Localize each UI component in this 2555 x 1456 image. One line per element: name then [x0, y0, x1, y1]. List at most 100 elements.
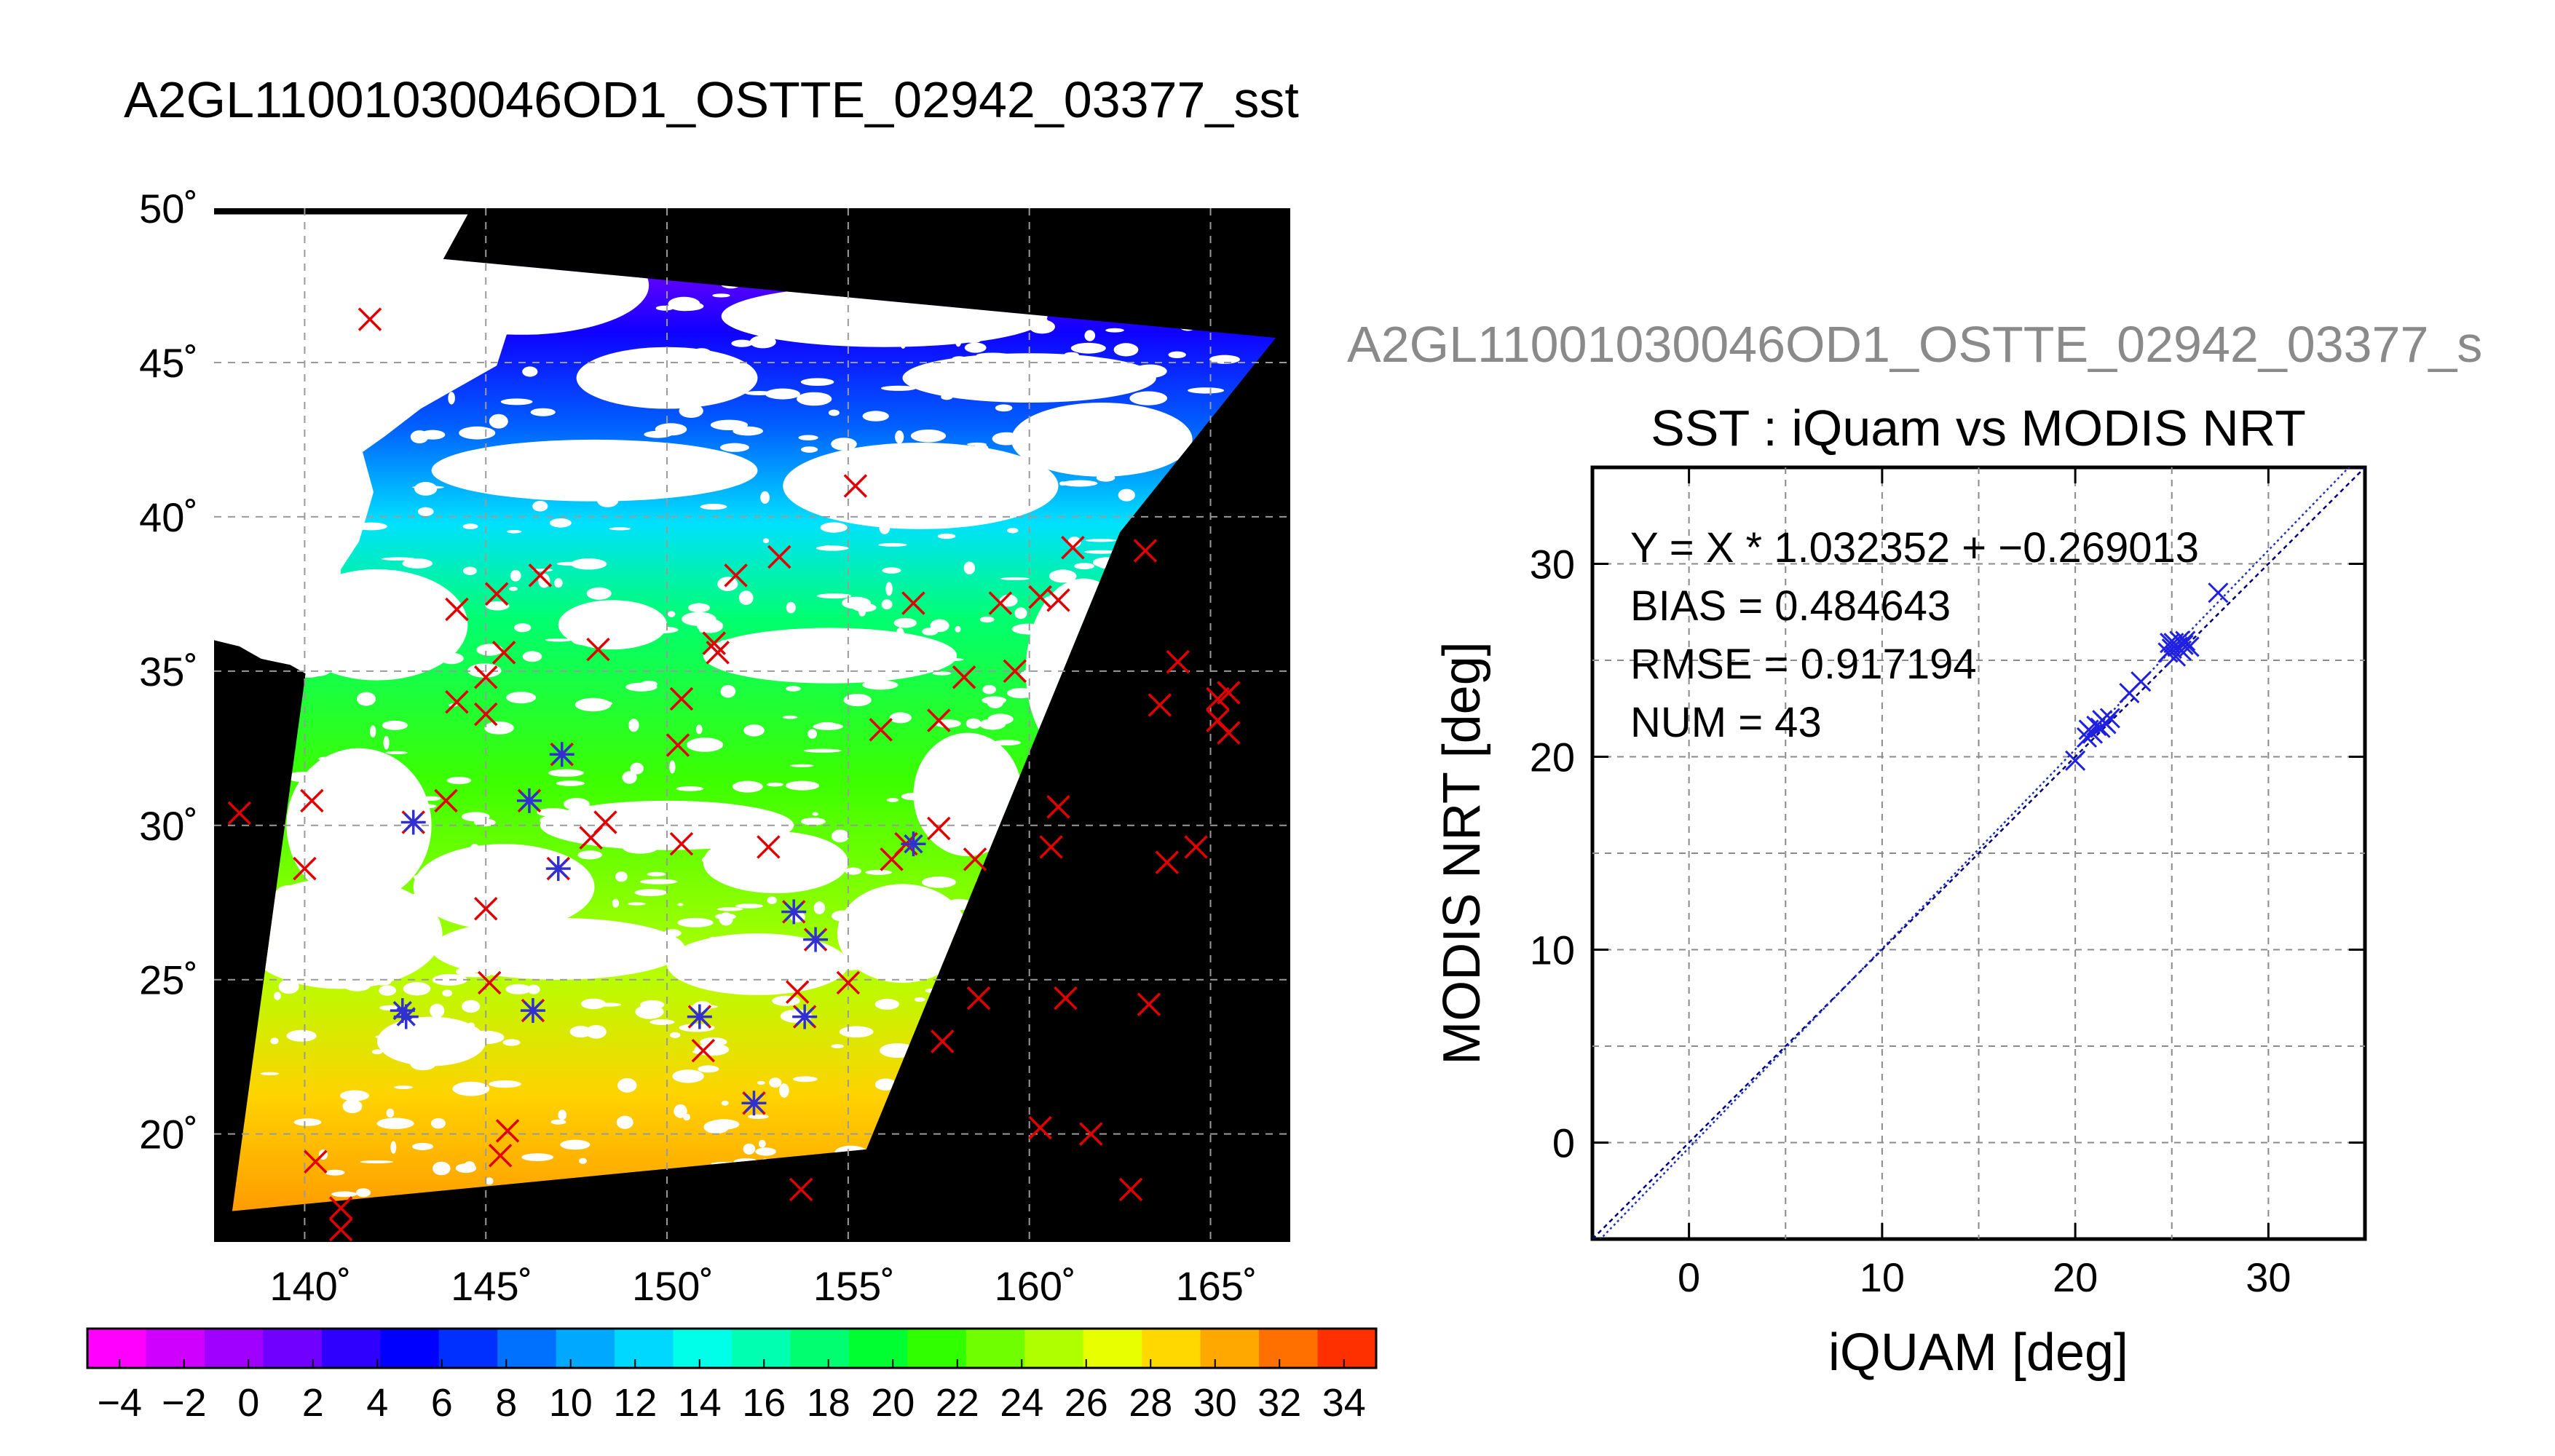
map-y-tick-label: 45˚	[139, 340, 198, 386]
cloud-speck	[467, 1030, 505, 1045]
cloud-region	[376, 1016, 486, 1067]
cloud-speck	[550, 518, 572, 528]
cloud-speck	[976, 352, 1010, 358]
colorbar-tick-label: −4	[97, 1381, 142, 1425]
cloud-speck	[374, 978, 392, 986]
cloud-speck	[509, 586, 518, 591]
red-cross-marker	[1166, 649, 1190, 674]
cloud-speck	[455, 968, 476, 976]
cloud-speck	[583, 620, 612, 625]
colorbar-tick-label: 12	[613, 1381, 657, 1425]
red-cross-marker	[491, 641, 516, 665]
cloud-speck	[955, 625, 961, 633]
colorbar-swatch	[1317, 1329, 1377, 1368]
colorbar-tick-label: 30	[1193, 1381, 1237, 1425]
cloud-speck	[270, 1037, 279, 1045]
colorbar-tick-label: 32	[1257, 1381, 1301, 1425]
cloud-speck	[930, 794, 959, 806]
scatter-x-label: iQUAM [deg]	[1828, 1324, 2128, 1382]
red-cross-marker	[358, 307, 382, 331]
cloud-speck	[340, 908, 366, 917]
scatter-point	[2208, 582, 2229, 604]
colorbar-swatch	[615, 1329, 674, 1368]
cloud-speck	[767, 896, 777, 904]
cloud-speck	[731, 339, 753, 347]
cloud-speck	[606, 834, 639, 844]
cloud-speck	[639, 879, 678, 885]
cloud-speck	[371, 1049, 383, 1055]
cloud-speck	[712, 293, 730, 298]
cloud-speck	[447, 900, 486, 914]
cloud-speck	[862, 680, 899, 690]
cloud-speck	[655, 305, 674, 311]
colorbar-swatch	[673, 1329, 732, 1368]
cloud-speck	[398, 893, 406, 898]
cloud-speck	[1007, 528, 1019, 534]
colorbar-tick-label: 22	[936, 1381, 979, 1425]
scatter-point	[2179, 636, 2200, 657]
cloud-speck	[554, 578, 563, 588]
cloud-speck	[580, 923, 589, 931]
cloud-speck	[813, 723, 843, 730]
cloud-speck	[937, 533, 956, 539]
cloud-speck	[858, 654, 889, 667]
cloud-speck	[613, 374, 633, 379]
map-title: A2GL11001030046OD1_OSTTE_02942_03377_sst	[124, 71, 1299, 128]
cloud-speck	[782, 715, 798, 719]
cloud-speck	[687, 737, 724, 752]
cloud-speck	[758, 1139, 766, 1148]
red-cross-marker	[1148, 693, 1172, 717]
cloud-speck	[473, 818, 496, 827]
cloud-speck	[300, 951, 328, 959]
cloud-speck	[436, 895, 457, 909]
cloud-speck	[585, 1025, 607, 1039]
cloud-speck	[963, 561, 976, 574]
cloud-speck	[800, 378, 834, 386]
cloud-speck	[570, 558, 607, 570]
colorbar-tick-label: 20	[871, 1381, 915, 1425]
red-cross-marker	[1046, 795, 1070, 819]
cloud-speck	[812, 812, 818, 816]
cloud-speck	[375, 1034, 389, 1039]
scatter-point	[2096, 713, 2117, 735]
cloud-speck	[882, 567, 901, 574]
red-cross-marker	[1039, 835, 1063, 859]
colorbar-tick-label: 24	[1000, 1381, 1043, 1425]
cloud-speck	[840, 313, 856, 317]
cloud-speck	[998, 322, 1022, 333]
cloud-speck	[476, 644, 503, 656]
cloud-speck	[463, 566, 477, 575]
cloud-speck	[367, 847, 383, 857]
cloud-speck	[779, 1083, 789, 1098]
cloud-speck	[540, 815, 570, 826]
colorbar-tick-label: 8	[495, 1381, 517, 1425]
cloud-speck	[885, 582, 893, 596]
scatter-y-label: MODIS NRT [deg]	[1433, 641, 1491, 1065]
colorbar-swatch	[1083, 1329, 1142, 1368]
cloud-speck	[634, 889, 667, 896]
cloud-speck	[1084, 330, 1096, 341]
colorbar-swatch	[1142, 1329, 1201, 1368]
cloud-speck	[672, 1069, 704, 1083]
map-markers	[227, 307, 1241, 1242]
map-x-tick-label: 155˚	[813, 1263, 895, 1309]
cloud-speck	[492, 961, 511, 973]
cloud-speck	[767, 940, 795, 951]
cloud-speck	[574, 697, 612, 712]
cloud-speck	[801, 446, 818, 453]
scatter-ticks: 0 10 20 30 0 10 20 30	[1530, 467, 2365, 1300]
cloud-speck	[1105, 328, 1124, 333]
blue-asterisk-marker	[781, 899, 807, 925]
cloud-speck	[757, 1080, 765, 1085]
cloud-speck	[402, 558, 433, 569]
scatter-point	[2175, 630, 2196, 652]
cloud-speck	[676, 958, 698, 964]
red-cross-marker	[1155, 850, 1180, 874]
cloud-speck	[679, 1024, 715, 1032]
red-cross-marker	[473, 896, 498, 921]
scatter-stat-line: RMSE = 0.917194	[1630, 641, 1977, 688]
cloud-speck	[817, 593, 852, 599]
colorbar-tick-label: 0	[237, 1381, 259, 1425]
colorbar-tick-label: 16	[742, 1381, 786, 1425]
cloud-speck	[932, 671, 952, 676]
